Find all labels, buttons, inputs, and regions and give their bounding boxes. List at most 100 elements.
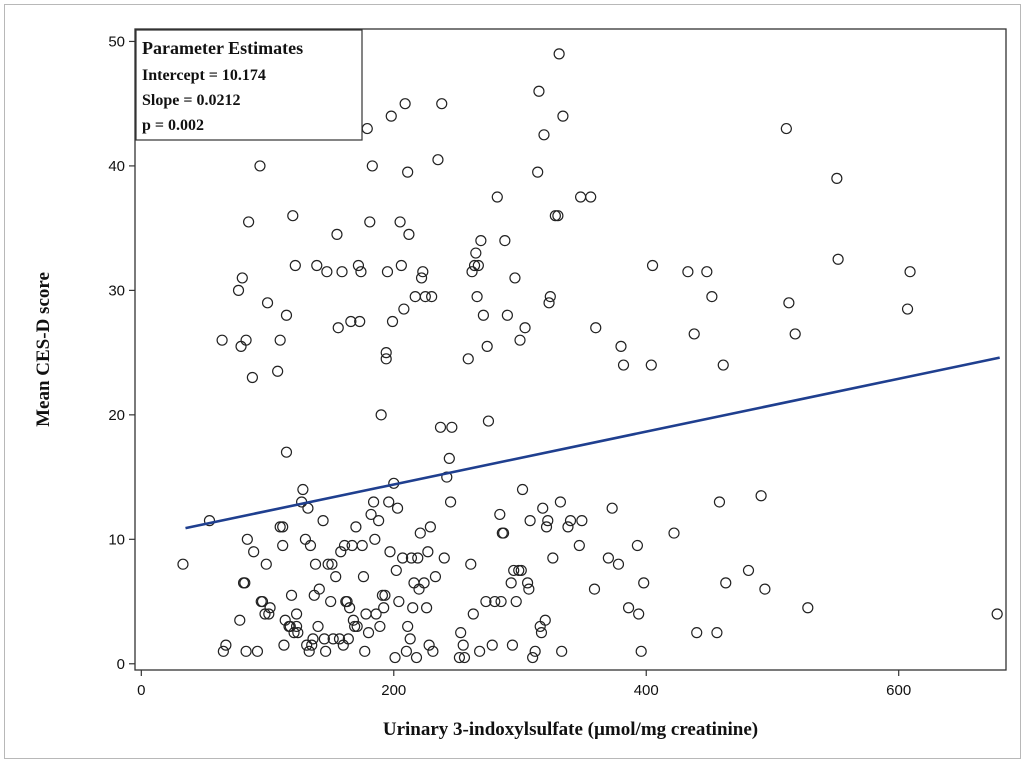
data-point — [304, 539, 317, 552]
data-point — [472, 259, 484, 272]
data-point — [590, 322, 602, 334]
data-point — [481, 340, 493, 352]
data-point — [370, 608, 382, 620]
data-point — [688, 328, 700, 340]
data-point — [403, 228, 415, 240]
data-point — [466, 266, 478, 278]
data-point — [264, 602, 276, 614]
data-point — [308, 589, 320, 601]
data-point — [645, 359, 657, 371]
parameter-estimates-title: Parameter Estimates — [142, 38, 303, 58]
data-point — [505, 577, 517, 589]
data-point — [318, 633, 330, 645]
data-point — [256, 595, 269, 608]
data-point — [412, 552, 424, 564]
data-point — [380, 353, 392, 365]
data-point — [529, 645, 541, 657]
data-point — [240, 334, 252, 346]
data-point — [360, 608, 372, 620]
data-point — [612, 558, 625, 570]
data-point — [274, 521, 286, 533]
data-point — [470, 247, 482, 259]
data-point — [713, 496, 726, 508]
data-point — [455, 627, 467, 639]
data-point — [232, 284, 245, 296]
data-point — [376, 589, 389, 601]
data-point — [759, 583, 771, 595]
data-point — [272, 365, 284, 377]
data-point — [453, 651, 466, 664]
data-point — [556, 645, 568, 657]
data-point — [509, 272, 521, 284]
data-point — [390, 564, 402, 577]
data-point — [240, 645, 252, 657]
data-point — [366, 160, 378, 172]
data-point — [338, 539, 351, 552]
data-point — [350, 521, 362, 533]
data-point — [367, 496, 380, 508]
data-point — [402, 166, 414, 178]
data-point — [475, 234, 487, 247]
data-point — [554, 496, 567, 508]
data-point — [474, 645, 486, 657]
data-point — [802, 602, 814, 614]
data-point — [755, 490, 767, 502]
data-point — [177, 558, 189, 570]
data-point — [457, 639, 469, 651]
data-point — [423, 639, 435, 651]
data-point — [307, 633, 319, 645]
data-point — [646, 259, 659, 272]
data-point — [355, 266, 367, 278]
data-point — [287, 210, 299, 222]
data-point — [783, 297, 795, 309]
y-tick-label: 10 — [108, 531, 125, 548]
data-point — [482, 415, 495, 427]
data-point — [342, 633, 354, 645]
data-point — [395, 259, 407, 272]
data-point — [446, 421, 458, 433]
data-point — [471, 291, 483, 303]
data-point — [408, 577, 420, 589]
data-point — [397, 552, 409, 564]
data-point — [389, 651, 401, 664]
x-axis-title: Urinary 3-indoxylsulfate (µmol/mg creati… — [383, 719, 758, 740]
y-tick-label: 0 — [117, 656, 125, 673]
data-point — [297, 483, 309, 496]
data-point — [239, 577, 251, 589]
data-point — [489, 595, 501, 608]
data-point — [280, 446, 293, 458]
data-point — [549, 210, 561, 222]
data-point — [720, 577, 732, 589]
data-point — [742, 564, 755, 577]
x-tick-label: 200 — [381, 682, 406, 699]
data-point — [274, 334, 286, 346]
data-point — [535, 627, 548, 639]
data-point — [299, 533, 312, 545]
data-point — [332, 322, 344, 334]
data-point — [292, 627, 304, 639]
data-point — [393, 595, 405, 608]
data-point — [789, 328, 801, 340]
data-point — [506, 639, 519, 651]
data-point — [320, 645, 332, 657]
data-point — [288, 627, 300, 639]
data-point — [422, 546, 434, 558]
data-point — [290, 608, 303, 620]
data-point — [234, 614, 246, 626]
data-point — [495, 595, 507, 608]
data-point — [410, 651, 423, 664]
data-point — [514, 334, 526, 346]
data-point — [400, 645, 412, 657]
slope-estimate: Slope = 0.0212 — [142, 92, 240, 109]
data-point — [706, 291, 718, 303]
plot-area-border — [134, 28, 1007, 671]
data-point — [354, 315, 366, 328]
data-point — [361, 122, 373, 135]
data-point — [538, 129, 550, 141]
data-point — [573, 539, 585, 552]
x-tick-label: 400 — [634, 682, 659, 699]
data-point — [399, 98, 411, 110]
data-point — [352, 259, 365, 272]
data-point — [409, 291, 421, 303]
y-tick-label: 40 — [108, 158, 125, 175]
